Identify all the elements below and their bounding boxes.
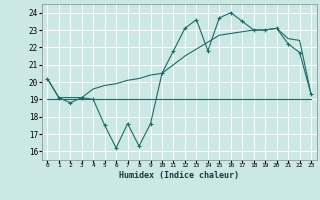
X-axis label: Humidex (Indice chaleur): Humidex (Indice chaleur) (119, 171, 239, 180)
